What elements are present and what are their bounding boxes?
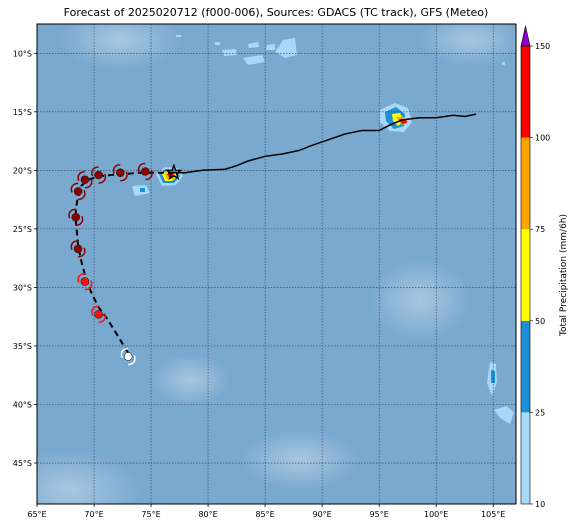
cyclone-symbol-icon <box>112 163 128 182</box>
cyclone-symbol-icon <box>91 166 107 184</box>
lon-tick-label: 75°E <box>141 510 160 519</box>
colorbar-tick-label: 10 <box>535 500 545 509</box>
storm-symbols <box>68 162 153 366</box>
cyclone-symbol-icon <box>68 208 84 226</box>
lat-tick-label: 20°S <box>13 166 32 175</box>
lon-tick-label: 80°E <box>198 510 217 519</box>
cyclone-symbol-icon <box>70 182 86 201</box>
map-frame <box>36 23 517 505</box>
lon-tick-label: 65°E <box>27 510 46 519</box>
map-gridlines <box>37 24 516 504</box>
colorbar-segment <box>521 137 530 230</box>
cyclone-symbol-icon <box>77 170 93 189</box>
past-track-line <box>173 113 477 174</box>
lon-tick-label: 85°E <box>255 510 274 519</box>
colorbar-extend-arrow <box>520 25 531 47</box>
colorbar-tick-label: 25 <box>535 408 545 417</box>
colorbar-tick-label: 75 <box>535 225 545 234</box>
lat-tick-label: 30°S <box>13 283 32 292</box>
colorbar-frame <box>520 45 531 505</box>
colorbar: 10 25 50 75 100 150 Total Precipitation (mm/6h… <box>520 25 569 509</box>
cyclone-symbol-icon <box>70 240 86 258</box>
chart-title: Forecast of 2025020712 (f000-006), Sourc… <box>63 6 489 19</box>
colorbar-segment <box>521 412 530 504</box>
colorbar-tick-label: 100 <box>535 134 550 143</box>
colorbar-tick-label: 150 <box>535 42 550 51</box>
cloud-texture <box>37 24 516 504</box>
lon-tick-label: 90°E <box>313 510 332 519</box>
colorbar-tick-label: 50 <box>535 317 545 326</box>
colorbar-segment <box>521 46 530 138</box>
lat-tick-label: 25°S <box>13 225 32 234</box>
lat-tick-label: 10°S <box>13 49 32 58</box>
cyclone-symbol-icon <box>120 347 136 366</box>
cyclone-symbol-icon <box>137 162 153 181</box>
tc-track <box>68 113 477 366</box>
latitude-labels: 10°S 15°S 20°S 25°S 30°S 35°S 40°S 45°S <box>13 49 37 468</box>
lon-tick-label: 95°E <box>370 510 389 519</box>
lat-tick-label: 45°S <box>13 459 32 468</box>
lon-tick-label: 100°E <box>424 510 448 519</box>
longitude-labels: 65°E 70°E 75°E 80°E 85°E 90°E 95°E 100°E 105°E <box>27 504 505 519</box>
lon-tick-label: 70°E <box>84 510 103 519</box>
lon-tick-label: 105°E <box>481 510 505 519</box>
current-position-star-icon <box>165 163 183 180</box>
colorbar-segment <box>521 320 530 413</box>
ocean-background <box>37 24 516 504</box>
colorbar-segment <box>521 229 530 321</box>
lat-tick-label: 40°S <box>13 400 32 409</box>
lat-tick-label: 35°S <box>13 342 32 351</box>
lat-tick-label: 15°S <box>13 108 32 117</box>
cyclone-symbol-icon <box>77 272 93 291</box>
colorbar-label: Total Precipitation (mm/6h) <box>559 214 569 337</box>
cyclone-symbol-icon <box>91 305 107 324</box>
